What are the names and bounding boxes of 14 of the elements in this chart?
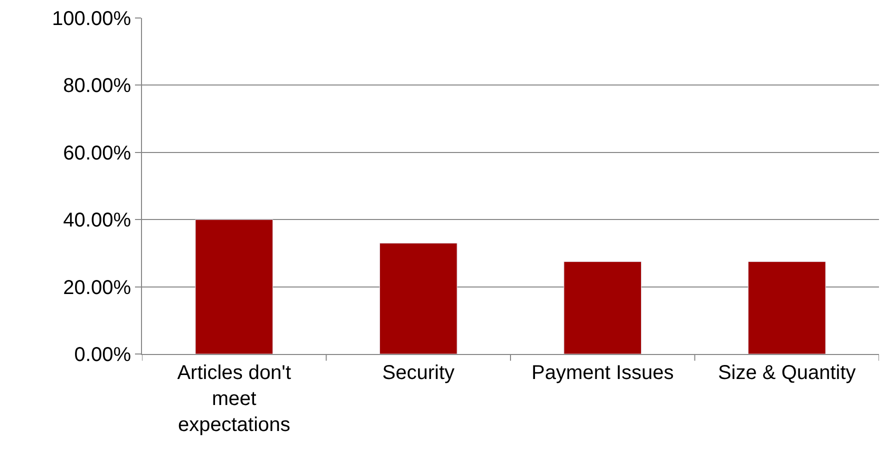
x-tick-label: Size & Quantity — [718, 362, 856, 384]
bar — [564, 261, 642, 354]
y-tick-label: 0.00% — [74, 344, 132, 366]
y-tick-label: 40.00% — [63, 210, 132, 232]
bar — [195, 219, 274, 354]
y-tick-label: 100.00% — [52, 8, 132, 30]
y-tick-label: 20.00% — [63, 276, 132, 299]
bar — [748, 261, 826, 354]
x-tick-label: Payment Issues — [531, 362, 674, 384]
y-tick-label: 80.00% — [63, 75, 132, 98]
x-tick-label: Articles don't meet expectations — [177, 362, 292, 436]
bar — [379, 242, 458, 354]
x-tick-label: Security — [382, 362, 455, 384]
y-tick-label: 60.00% — [63, 142, 132, 164]
